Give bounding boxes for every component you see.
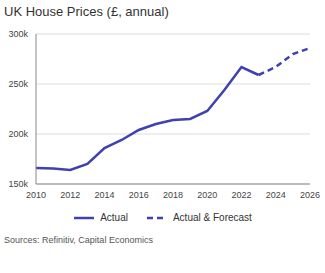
svg-text:2010: 2010 [26,190,46,200]
svg-text:2026: 2026 [300,190,317,200]
svg-text:2022: 2022 [231,190,251,200]
html-text:Actual & Forecast: Actual & Forecast [172,212,252,223]
svg-text:2016: 2016 [129,190,149,200]
svg-text:2012: 2012 [60,190,80,200]
svg-text:2018: 2018 [163,190,183,200]
html-text:Actual: Actual [100,212,128,223]
html-text:UK House Prices (£, annual): UK House Prices (£, annual) [4,4,169,19]
svg-text:2014: 2014 [94,190,114,200]
html-text:Sources: Refinitiv, Capital Ec: Sources: Refinitiv, Capital Economics [4,235,153,245]
svg-text:150k: 150k [8,179,28,189]
svg-text:2024: 2024 [266,190,286,200]
svg-text:200k: 200k [8,129,28,139]
svg-text:300k: 300k [8,29,28,39]
svg-text:250k: 250k [8,79,28,89]
svg-text:2020: 2020 [197,190,217,200]
